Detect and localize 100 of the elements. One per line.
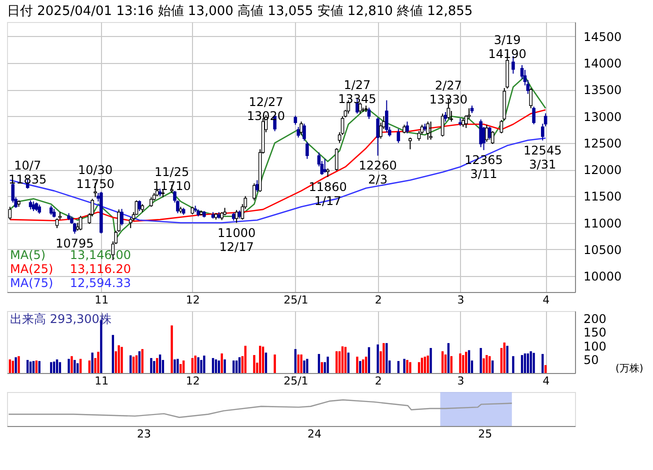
- bar: [182, 360, 185, 373]
- x-tick-label: 2: [374, 374, 382, 388]
- candlestick: [323, 158, 326, 174]
- bar: [306, 358, 308, 373]
- bar: [482, 358, 485, 373]
- bar: [224, 359, 226, 373]
- annotation: 12/27 13020: [246, 95, 286, 124]
- bar: [56, 359, 58, 373]
- bar: [368, 347, 370, 373]
- bar: [132, 356, 135, 373]
- y-tick-label: 10000: [584, 270, 622, 284]
- bar: [424, 356, 426, 373]
- annotation: 2/27 13330: [429, 78, 468, 107]
- candlestick: [8, 206, 12, 220]
- bar: [450, 356, 452, 373]
- candlestick: [252, 182, 256, 201]
- bar: [520, 355, 524, 373]
- bar: [459, 353, 462, 373]
- candlestick: [78, 215, 82, 231]
- annotation: 10/7 11835: [8, 158, 47, 186]
- candlestick: [426, 121, 430, 140]
- bar: [532, 352, 535, 373]
- bar: [336, 351, 338, 373]
- bar: [530, 351, 532, 373]
- bar: [488, 356, 491, 373]
- candlestick: [385, 100, 388, 133]
- bar: [430, 348, 432, 373]
- bar: [462, 355, 464, 373]
- bar: [74, 360, 76, 373]
- bar: [58, 362, 62, 373]
- annotation: 10/30 11750: [76, 162, 114, 191]
- candlestick: [38, 204, 42, 214]
- bar: [158, 354, 162, 373]
- chart-title: 日付 2025/04/01 13:16 始値 13,000 高値 13,055 安値 12,810 終値 12,855: [7, 3, 473, 19]
- bar: [70, 356, 73, 373]
- bar: [170, 325, 173, 373]
- bar: [382, 343, 385, 373]
- bar: [526, 353, 530, 373]
- bar: [200, 360, 202, 373]
- text: MA(5): [10, 248, 46, 262]
- bar: [68, 358, 70, 373]
- candlestick: [396, 128, 400, 144]
- bar: [29, 362, 32, 373]
- annotation: 12,594.33: [70, 276, 131, 290]
- bar: [426, 356, 429, 373]
- bar: [406, 360, 408, 373]
- bar: [303, 360, 306, 373]
- candlestick: [234, 209, 238, 224]
- bar: [180, 364, 182, 373]
- bar: [274, 354, 276, 373]
- x-tick-label: 25: [478, 428, 492, 440]
- bar: [32, 361, 35, 373]
- annotation: 11/25 11710: [152, 164, 191, 193]
- bar: [524, 353, 526, 373]
- candlestick: [479, 118, 482, 148]
- annotation: 3/19 14190: [488, 32, 526, 61]
- bar: [326, 356, 329, 373]
- bar: [232, 360, 235, 373]
- bar: [203, 356, 206, 373]
- candlestick: [485, 124, 488, 142]
- annotation: 12260 2/3: [358, 158, 397, 187]
- bar: [512, 356, 514, 373]
- candlestick: [440, 113, 444, 137]
- candlestick: [406, 121, 409, 134]
- bar: [191, 358, 194, 373]
- x-tick-label: 24: [308, 428, 322, 440]
- bar: [447, 343, 450, 373]
- y-tick-label: 14500: [584, 30, 622, 44]
- candlestick: [294, 115, 298, 126]
- bar: [420, 358, 424, 373]
- candlestick: [32, 200, 36, 212]
- x-tick-label: 11: [94, 374, 109, 388]
- y-tick-label: 11000: [584, 216, 622, 230]
- annotation: 1/27 13345: [338, 78, 376, 106]
- y-tick-label: 12000: [584, 163, 622, 178]
- candlestick: [306, 141, 309, 160]
- bar: [76, 363, 79, 373]
- text: MA(25): [10, 262, 54, 276]
- chart-title: 出来高 293,300株: [10, 312, 112, 326]
- bar: [544, 365, 547, 373]
- bar: [468, 350, 470, 373]
- bar: [542, 354, 544, 373]
- bar: [409, 362, 412, 373]
- bar: [8, 359, 12, 373]
- y-tick-label: 13000: [584, 110, 622, 124]
- bar: [418, 362, 420, 373]
- bar: [486, 355, 488, 373]
- candlestick: [429, 121, 432, 140]
- bar: [174, 359, 176, 373]
- y-tick-label: 200: [584, 312, 606, 326]
- bar: [503, 342, 506, 373]
- candlestick: [376, 116, 380, 156]
- bar: [441, 351, 444, 373]
- x-tick-label: 12: [186, 374, 200, 388]
- bar: [141, 349, 144, 373]
- bar: [262, 346, 264, 373]
- y-tick-label: 12500: [584, 136, 622, 150]
- candlestick: [408, 137, 412, 150]
- bar: [52, 362, 56, 373]
- annotation: 12545 3/31: [524, 143, 562, 172]
